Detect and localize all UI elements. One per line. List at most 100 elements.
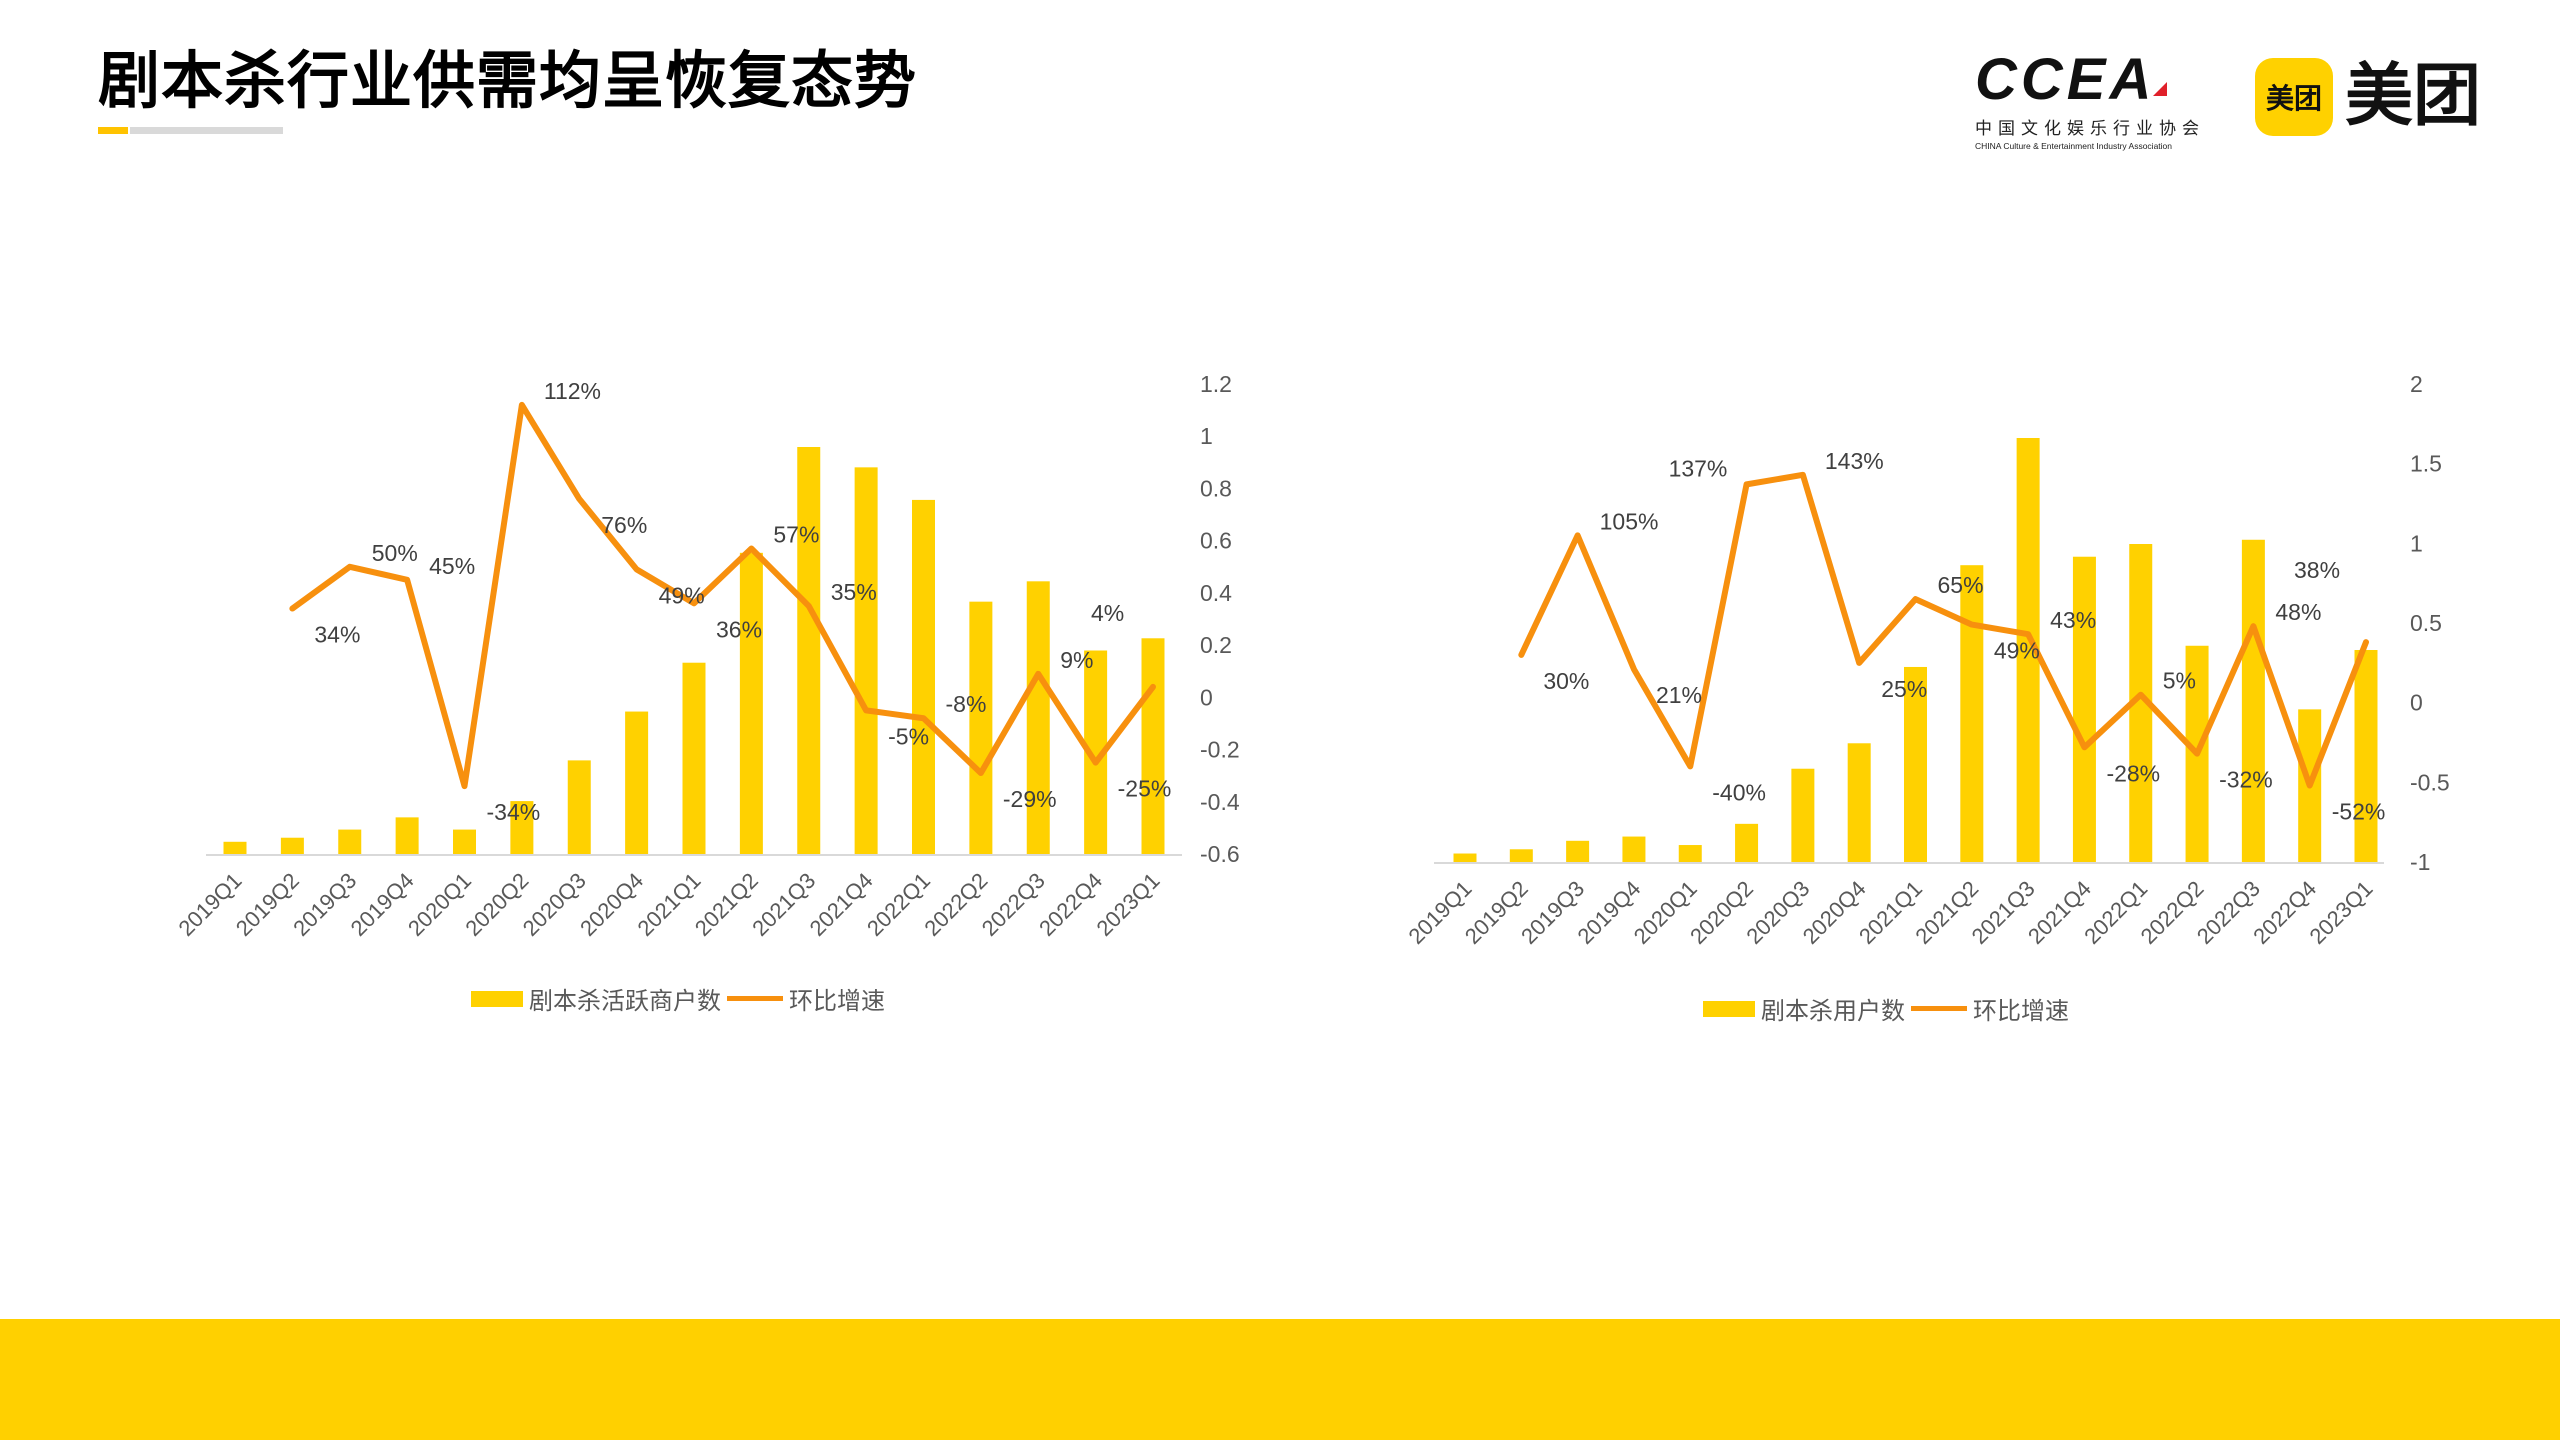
legend-line-swatch bbox=[727, 996, 783, 1001]
chart1-data-label: 49% bbox=[659, 582, 705, 608]
chart1-data-label: 4% bbox=[1091, 600, 1124, 626]
chart1-x-tick: 2022Q4 bbox=[1034, 868, 1107, 941]
footer-band bbox=[0, 1319, 2560, 1440]
chart2-y2-tick: 1 bbox=[2410, 530, 2423, 556]
chart2-data-label: 38% bbox=[2294, 557, 2340, 583]
chart1-x-tick: 2021Q3 bbox=[747, 868, 820, 941]
chart2-bar-2020Q3 bbox=[1791, 768, 1815, 862]
chart1-bar-2020Q4 bbox=[625, 711, 649, 854]
chart1-x-tick: 2020Q4 bbox=[575, 868, 648, 941]
chart1-data-label: 50% bbox=[372, 540, 418, 566]
chart1-bar-2019Q4 bbox=[395, 817, 419, 854]
chart1-bar-2022Q3 bbox=[1026, 581, 1050, 854]
chart1-y2-tick: -0.2 bbox=[1200, 737, 1240, 763]
chart2-bar-2021Q2 bbox=[1960, 565, 1984, 862]
chart2-legend: 剧本杀用户数 环比增速 bbox=[1703, 991, 2069, 1026]
chart1-data-label: 9% bbox=[1060, 647, 1093, 673]
chart2-data-label: 5% bbox=[2163, 668, 2196, 694]
chart1-data-label: -25% bbox=[1118, 776, 1172, 802]
legend-line-label: 环比增速 bbox=[1973, 998, 2069, 1025]
chart1-x-tick: 2020Q3 bbox=[518, 868, 591, 941]
meituan-logo-text: 美团 bbox=[2345, 58, 2482, 134]
chart2-bar-2021Q4 bbox=[2072, 556, 2096, 862]
chart1-bar-2023Q1 bbox=[1141, 638, 1165, 854]
chart1-x-tick: 2019Q3 bbox=[288, 868, 361, 941]
chart1-data-label: 34% bbox=[314, 622, 360, 648]
chart1-bar-2022Q4 bbox=[1084, 650, 1108, 854]
chart2-bar-2019Q4 bbox=[1622, 836, 1646, 862]
chart1-y2-tick: -0.6 bbox=[1200, 841, 1240, 867]
chart2-data-label: 25% bbox=[1881, 676, 1927, 702]
chart2-data-label: 65% bbox=[1938, 572, 1984, 598]
chart1-x-tick: 2023Q1 bbox=[1091, 868, 1164, 941]
chart2-data-label: 137% bbox=[1669, 455, 1728, 481]
chart1-bar-2020Q2 bbox=[510, 801, 534, 854]
chart2-y2-tick: -0.5 bbox=[2410, 769, 2450, 795]
legend-bar-label: 剧本杀用户数 bbox=[1761, 998, 1905, 1025]
chart1-x-tick: 2022Q2 bbox=[919, 868, 992, 941]
chart1-y2-tick: 0.8 bbox=[1200, 475, 1232, 501]
chart2-bar-2023Q1 bbox=[2354, 650, 2378, 862]
chart2-y2-tick: -1 bbox=[2410, 849, 2430, 875]
chart2-data-label: -32% bbox=[2219, 767, 2273, 793]
chart2-bar-2020Q2 bbox=[1735, 823, 1759, 862]
chart1-y2-tick: 1 bbox=[1200, 423, 1213, 449]
chart2-line-growth bbox=[1518, 471, 2369, 789]
title-underline-accent bbox=[98, 127, 128, 134]
chart1-y2-tick: 0.4 bbox=[1200, 580, 1232, 606]
chart1-x-tick: 2019Q2 bbox=[231, 868, 304, 941]
chart2-x-tick: 2023Q1 bbox=[2304, 876, 2377, 949]
chart2-y2-tick: 0.5 bbox=[2410, 610, 2442, 636]
legend-line-swatch bbox=[1911, 1006, 1967, 1011]
chart1-x-tick: 2020Q1 bbox=[403, 868, 476, 941]
chart1-x-tick: 2021Q4 bbox=[805, 868, 878, 941]
chart1-bar-2020Q1 bbox=[453, 829, 476, 854]
chart1-data-label: -29% bbox=[1003, 786, 1057, 812]
chart1-x-tick: 2022Q1 bbox=[862, 868, 935, 941]
chart2-y2-tick: 2 bbox=[2410, 371, 2423, 397]
legend-bar-swatch bbox=[471, 990, 523, 1007]
chart1-bar-2019Q2 bbox=[280, 837, 304, 854]
ccea-logo-english: CHINA Culture & Entertainment Industry A… bbox=[1975, 141, 2173, 151]
legend-line-label: 环比增速 bbox=[789, 988, 885, 1015]
chart2-bar-2022Q3 bbox=[2241, 539, 2265, 862]
title-underline bbox=[130, 127, 283, 134]
chart1-x-tick: 2020Q2 bbox=[460, 868, 533, 941]
chart2-data-label: 30% bbox=[1543, 668, 1589, 694]
chart1-data-label: 76% bbox=[601, 512, 647, 538]
chart1-x-tick: 2022Q3 bbox=[977, 868, 1050, 941]
chart1-x-tick: 2021Q1 bbox=[632, 868, 705, 941]
legend-bar-label: 剧本杀活跃商户数 bbox=[529, 988, 721, 1015]
chart1-data-label: -34% bbox=[487, 799, 541, 825]
chart2-data-label: 49% bbox=[1994, 638, 2040, 664]
chart1-bar-2021Q3 bbox=[797, 447, 821, 854]
chart2-data-label: 105% bbox=[1600, 508, 1659, 534]
chart2-bar-2019Q3 bbox=[1566, 840, 1590, 862]
page-title: 剧本杀行业供需均呈恢复态势 bbox=[98, 47, 918, 116]
chart1-bar-2019Q3 bbox=[338, 829, 362, 854]
chart1-y2-tick: -0.4 bbox=[1200, 789, 1240, 815]
chart1-data-label: 57% bbox=[773, 522, 819, 548]
chart1-bar-2021Q1 bbox=[682, 662, 706, 854]
chart1-data-label: 36% bbox=[716, 616, 762, 642]
ccea-logo-triangle-icon bbox=[2153, 82, 2167, 96]
meituan-app-icon: 美团 bbox=[2255, 58, 2333, 136]
chart1-bar-2022Q2 bbox=[969, 601, 993, 854]
chart1-x-tick: 2019Q1 bbox=[173, 868, 246, 941]
ccea-logo: CCEA 中国文化娱乐行业协会 CHINA Culture & Entertai… bbox=[1975, 50, 2205, 152]
chart2-bar-2022Q1 bbox=[2129, 544, 2153, 862]
chart1-data-label: -8% bbox=[946, 691, 987, 717]
chart1-bar-2019Q1 bbox=[223, 841, 247, 854]
chart2-data-label: 21% bbox=[1656, 682, 1702, 708]
chart2-data-label: 43% bbox=[2050, 607, 2096, 633]
chart2-y2-tick: 1.5 bbox=[2410, 451, 2442, 477]
chart2-data-label: 48% bbox=[2275, 599, 2321, 625]
chart2-data-label: -40% bbox=[1712, 779, 1766, 805]
chart2-data-label: 143% bbox=[1825, 448, 1884, 474]
chart2-bar-2020Q1 bbox=[1678, 845, 1702, 862]
chart1-y2-tick: 0.6 bbox=[1200, 528, 1232, 554]
chart1-data-label: -5% bbox=[888, 723, 929, 749]
chart2-bar-2020Q4 bbox=[1847, 743, 1871, 862]
legend-bar-swatch bbox=[1703, 1000, 1755, 1017]
